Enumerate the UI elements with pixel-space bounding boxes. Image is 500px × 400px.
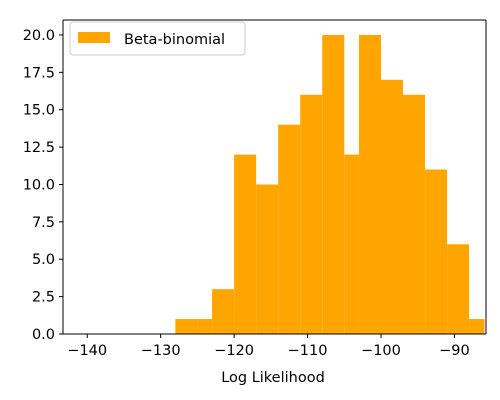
histogram-bar: [344, 154, 359, 334]
y-tick-label: 10.0: [23, 177, 55, 193]
histogram-bar: [380, 79, 404, 334]
y-tick-label: 0.0: [32, 327, 55, 343]
histogram-bar: [447, 244, 470, 334]
legend-label: Beta-binomial: [124, 32, 225, 48]
x-tick-label: −120: [214, 343, 254, 359]
histogram-bar: [175, 319, 198, 334]
histogram-bar: [425, 169, 448, 334]
y-tick-label: 20.0: [23, 28, 55, 44]
x-tick-label: −90: [439, 343, 470, 359]
legend: Beta-binomial: [69, 21, 246, 56]
axes-group: −140 −130 −120 −110 −100 −90 0.0 2.5 5.0 7.5 10.0 1…: [23, 19, 487, 359]
y-tick-label: 7.5: [32, 215, 55, 231]
y-tick-label: 5.0: [32, 252, 55, 268]
x-tick-label: −100: [361, 343, 401, 359]
histogram-bar: [278, 124, 301, 335]
y-tick-label: 17.5: [23, 65, 55, 81]
histogram-bar: [212, 289, 235, 334]
bars-group: [175, 34, 485, 335]
histogram-bar: [256, 184, 279, 334]
histogram-bar: [300, 94, 323, 334]
legend-box: [69, 21, 246, 56]
x-tick-label: −140: [67, 343, 107, 359]
y-tick-label: 12.5: [23, 140, 55, 156]
histogram-bar: [403, 94, 426, 334]
histogram-bar: [322, 34, 345, 334]
x-tick-label: −110: [288, 343, 328, 359]
x-tick-label: −130: [141, 343, 181, 359]
histogram-bar: [469, 319, 485, 334]
x-axis-title: Log Likelihood: [221, 370, 325, 386]
y-tick-label: 2.5: [32, 290, 55, 306]
legend-swatch: [78, 32, 110, 43]
y-tick-label: 15.0: [23, 103, 55, 119]
histogram-bar: [197, 319, 213, 334]
histogram-bar: [234, 154, 257, 334]
histogram-bar: [358, 34, 381, 334]
